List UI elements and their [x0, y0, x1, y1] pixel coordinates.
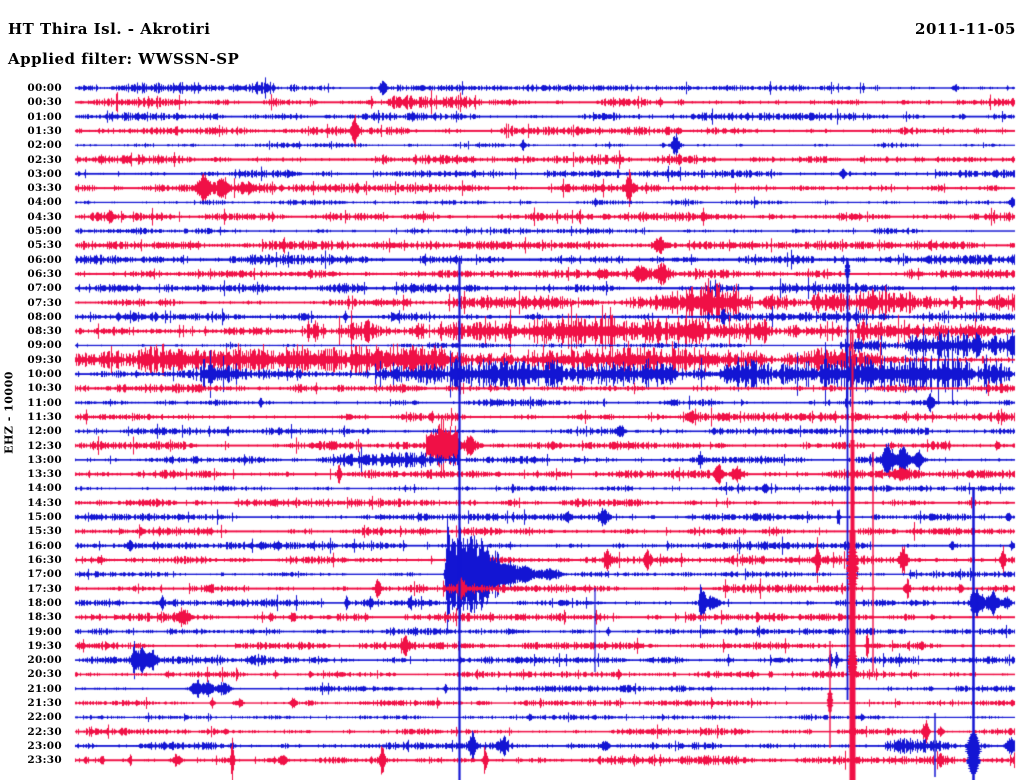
helicorder-page: HT Thira Isl. - Akrotiri 2011-11-05 Appl… [0, 0, 1024, 780]
helicorder-plot [0, 0, 1024, 780]
